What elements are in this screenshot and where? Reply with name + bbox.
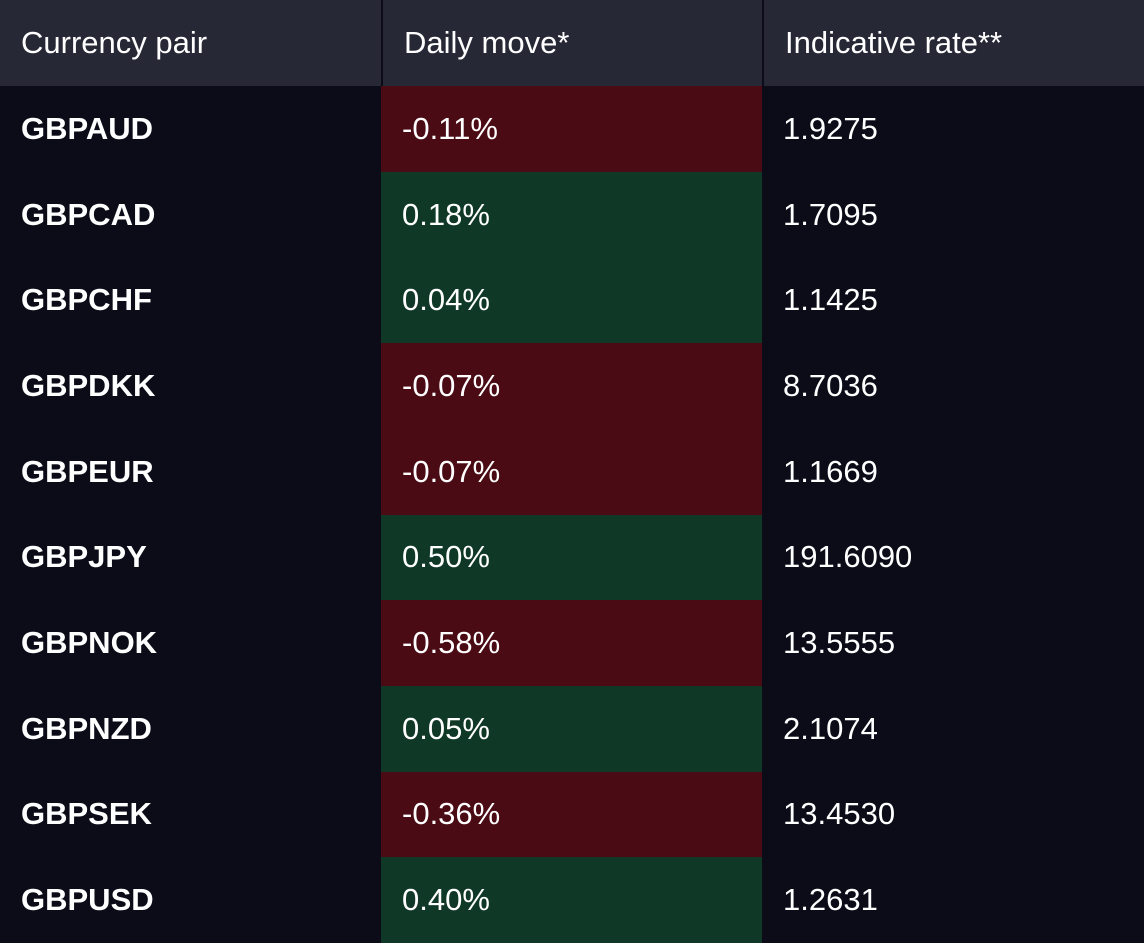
indicative-rate-cell: 2.1074: [762, 685, 1144, 772]
table-body: GBPAUD -0.11% 1.9275 GBPCAD 0.18% 1.7095…: [0, 86, 1144, 943]
table-header: Currency pair Daily move* Indicative rat…: [0, 0, 1144, 86]
indicative-rate-cell: 1.2631: [762, 857, 1144, 943]
table-row[interactable]: GBPJPY 0.50% 191.6090: [0, 514, 1144, 601]
header-currency-pair[interactable]: Currency pair: [21, 25, 208, 60]
indicative-rate-cell: 13.4530: [762, 771, 1144, 858]
daily-move-cell: -0.07%: [381, 428, 762, 515]
currency-pair-cell: GBPUSD: [0, 857, 381, 943]
currency-pair-cell: GBPCHF: [0, 257, 381, 344]
currency-pair-cell: GBPNOK: [0, 600, 381, 686]
daily-move-cell: 0.50%: [381, 514, 762, 601]
header-daily-move[interactable]: Daily move*: [381, 0, 762, 86]
currency-pair-cell: GBPJPY: [0, 514, 381, 601]
daily-move-cell: 0.04%: [381, 257, 762, 344]
table-row[interactable]: GBPCHF 0.04% 1.1425: [0, 257, 1144, 344]
table-row[interactable]: GBPNZD 0.05% 2.1074: [0, 685, 1144, 772]
daily-move-cell: -0.11%: [381, 86, 762, 172]
daily-move-cell: 0.40%: [381, 857, 762, 943]
daily-move-cell: 0.18%: [381, 171, 762, 258]
currency-pair-cell: GBPAUD: [0, 86, 381, 172]
currency-pair-cell: GBPNZD: [0, 685, 381, 772]
table-row[interactable]: GBPNOK -0.58% 13.5555: [0, 600, 1144, 686]
currency-pair-cell: GBPEUR: [0, 428, 381, 515]
table-row[interactable]: GBPSEK -0.36% 13.4530: [0, 771, 1144, 858]
indicative-rate-cell: 1.7095: [762, 171, 1144, 258]
daily-move-cell: 0.05%: [381, 685, 762, 772]
header-indicative-rate[interactable]: Indicative rate**: [762, 0, 1144, 86]
table-row[interactable]: GBPAUD -0.11% 1.9275: [0, 86, 1144, 172]
table-row[interactable]: GBPCAD 0.18% 1.7095: [0, 171, 1144, 258]
indicative-rate-cell: 1.1425: [762, 257, 1144, 344]
table-row[interactable]: GBPUSD 0.40% 1.2631: [0, 857, 1144, 943]
currency-pair-cell: GBPDKK: [0, 343, 381, 429]
daily-move-cell: -0.36%: [381, 771, 762, 858]
daily-move-cell: -0.58%: [381, 600, 762, 686]
indicative-rate-cell: 1.9275: [762, 86, 1144, 172]
currency-pair-cell: GBPCAD: [0, 171, 381, 258]
indicative-rate-cell: 191.6090: [762, 514, 1144, 601]
table-row[interactable]: GBPEUR -0.07% 1.1669: [0, 428, 1144, 515]
indicative-rate-cell: 13.5555: [762, 600, 1144, 686]
indicative-rate-cell: 1.1669: [762, 428, 1144, 515]
currency-pair-cell: GBPSEK: [0, 771, 381, 858]
table-row[interactable]: GBPDKK -0.07% 8.7036: [0, 343, 1144, 429]
indicative-rate-cell: 8.7036: [762, 343, 1144, 429]
daily-move-cell: -0.07%: [381, 343, 762, 429]
